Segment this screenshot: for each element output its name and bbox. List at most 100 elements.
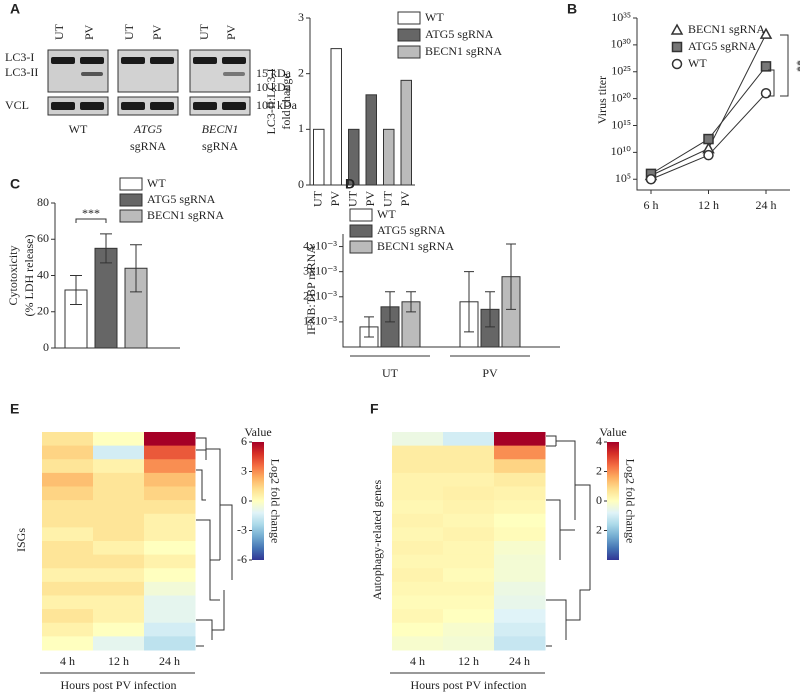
heat-cell: [443, 432, 495, 447]
heat-cell: [93, 622, 145, 637]
heat-cell: [443, 472, 495, 487]
marker: [703, 133, 714, 145]
heat-cell: [443, 568, 495, 583]
colorbar-tick-label: 3: [241, 463, 247, 477]
y-tick-label: 2x10⁻³: [303, 289, 337, 303]
y-axis-label: LC3-II:LC3-I: [264, 69, 278, 135]
error-bar: [464, 271, 474, 333]
x-tick-label: 24 h: [756, 198, 777, 212]
heat-cell: [93, 595, 145, 610]
y-tick-label: 10³⁰: [611, 37, 632, 51]
heat-cell: [494, 622, 546, 637]
legend-swatch: [349, 240, 373, 254]
legend-label: BECN1 sgRNA: [688, 22, 765, 36]
heat-cell: [42, 541, 94, 556]
x-tick-label: 12 h: [108, 654, 129, 668]
heat-cell: [42, 581, 94, 596]
heat-cell: [42, 595, 94, 610]
error-bar: [406, 291, 416, 313]
legend-swatch: [119, 177, 143, 191]
bar: [313, 128, 325, 186]
x-axis-label: Hours post PV infection: [60, 678, 176, 692]
heat-cell: [494, 609, 546, 624]
dendrograms: [196, 435, 591, 647]
heat-cell: [494, 500, 546, 515]
lane-label: UT: [52, 23, 66, 40]
heat-cell: [392, 554, 444, 569]
heat-cell: [93, 472, 145, 487]
heat-cell: [144, 459, 196, 474]
heat-cell: [93, 432, 145, 447]
heat-cell: [93, 568, 145, 583]
y-tick-label: 60: [37, 231, 49, 245]
heat-cell: [42, 445, 94, 460]
lane-label: UT: [197, 23, 211, 40]
error-bar: [506, 243, 516, 310]
legend-label: ATG5 sgRNA: [377, 223, 446, 237]
legend-marker: [671, 58, 683, 70]
heat-cell: [144, 636, 196, 651]
legend-label: WT: [425, 10, 444, 24]
heat-cell: [42, 472, 94, 487]
heat-cell: [144, 500, 196, 515]
heat-cell: [144, 595, 196, 610]
blot-box: [47, 49, 109, 93]
legend-label: BECN1 sgRNA: [377, 239, 454, 253]
y-tick-label: 1x10⁻³: [303, 314, 337, 328]
legend-marker: [670, 23, 684, 35]
x-tick-label: PV: [482, 366, 498, 380]
y-axis-label: Virus titer: [595, 76, 609, 124]
heat-cell: [93, 445, 145, 460]
group-label: BECN1: [202, 122, 239, 136]
heat-cell: [392, 636, 444, 651]
colorbar-tick-label: 0: [241, 493, 247, 507]
x-tick-label: UT: [346, 190, 360, 207]
heat-cell: [494, 432, 546, 447]
heat-cell: [494, 486, 546, 501]
error-bar: [130, 244, 142, 293]
heat-cell: [443, 622, 495, 637]
x-tick-label: 4 h: [60, 654, 75, 668]
group-label: sgRNA: [202, 139, 238, 153]
colorbar-tick-label: 4: [596, 434, 602, 448]
colorbar-tick-label: 6: [241, 434, 247, 448]
heat-cell: [494, 595, 546, 610]
heat-cell: [144, 554, 196, 569]
heat-cell: [392, 541, 444, 556]
heat-cell: [144, 609, 196, 624]
x-tick-label: 12 h: [698, 198, 719, 212]
heat-cell: [144, 432, 196, 447]
heat-cell: [144, 541, 196, 556]
y-tick-label: 1: [298, 121, 304, 135]
lane-label: UT: [122, 23, 136, 40]
heat-cell: [443, 595, 495, 610]
error-bar: [385, 291, 395, 323]
blot-panel: A UT PV UT PV UT PV LC3-I LC3-II VCL 15 …: [5, 1, 298, 153]
x-tick-label: 4 h: [410, 654, 425, 668]
marker: [759, 27, 773, 39]
colorbar: [252, 442, 264, 560]
heat-cell: [443, 636, 495, 651]
heat-cell: [144, 513, 196, 528]
heat-cell: [443, 445, 495, 460]
legend-swatch: [119, 209, 143, 223]
heat-cell: [144, 527, 196, 542]
colorbar-tick-label: 2: [596, 522, 602, 536]
heat-cell: [494, 554, 546, 569]
heat-cell: [392, 609, 444, 624]
y-tick-label: 0: [298, 177, 304, 191]
marker: [645, 174, 657, 185]
y-tick-label: 10¹⁰: [611, 144, 632, 158]
significance-bracket: [768, 34, 789, 97]
y-axis-label: Autophagy-related genes: [370, 480, 384, 601]
blot-box: [189, 96, 251, 116]
band-label: VCL: [5, 98, 29, 112]
colorbar-tick-label: -3: [237, 522, 247, 536]
heat-cell: [392, 595, 444, 610]
y-tick-label: 10³⁵: [611, 10, 631, 24]
group-label: sgRNA: [130, 139, 166, 153]
marker: [703, 149, 714, 161]
heat-cell: [42, 609, 94, 624]
legend-label: ATG5 sgRNA: [425, 27, 494, 41]
